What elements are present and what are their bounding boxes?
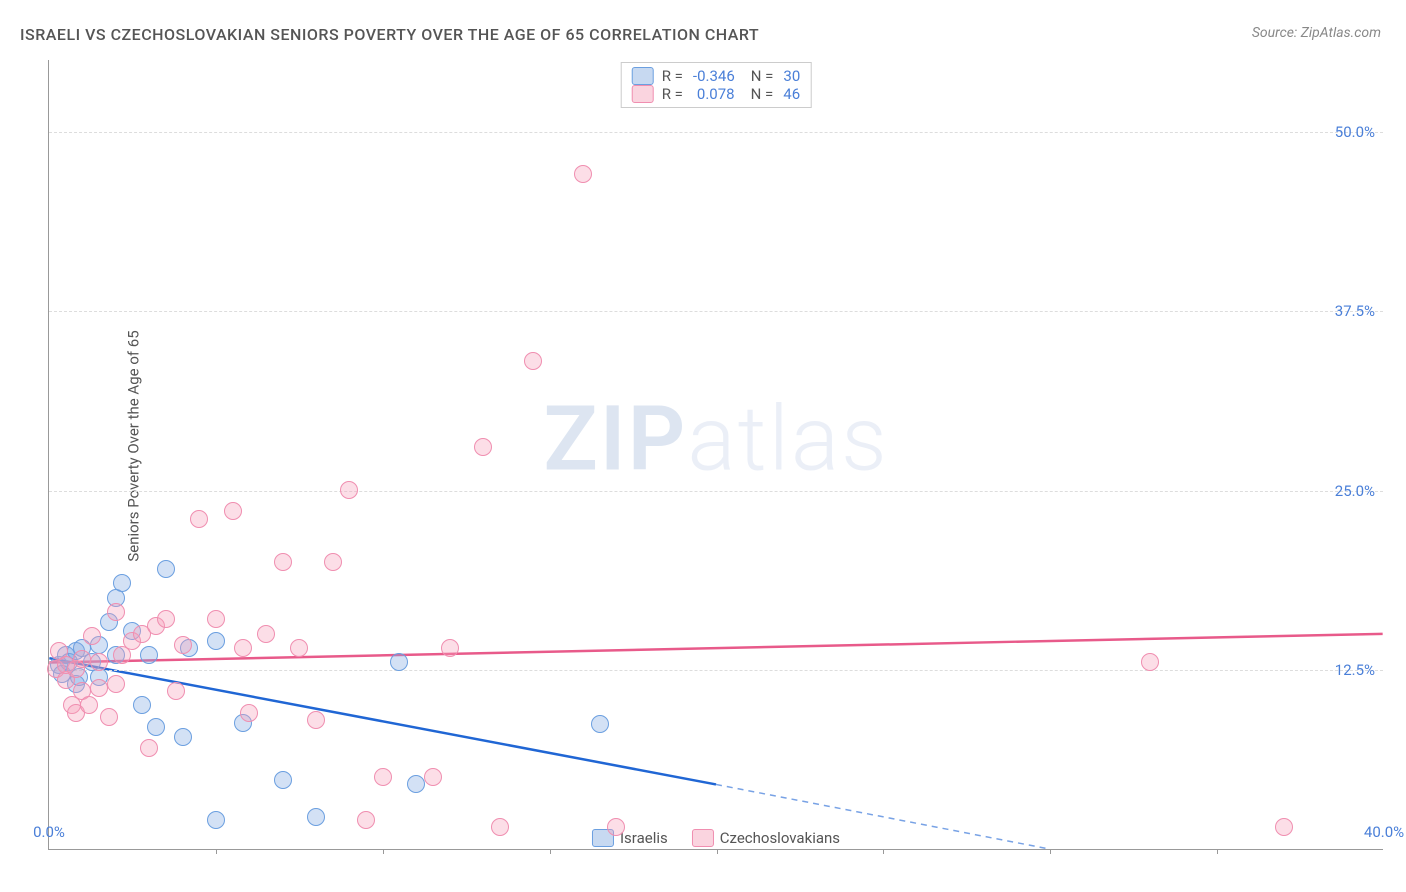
data-point: [441, 639, 459, 657]
data-point: [190, 510, 208, 528]
data-point: [424, 768, 442, 786]
data-point: [100, 708, 118, 726]
data-point: [591, 715, 609, 733]
data-point: [240, 704, 258, 722]
data-point: [407, 775, 425, 793]
data-point: [290, 639, 308, 657]
data-point: [207, 610, 225, 628]
data-point: [274, 771, 292, 789]
data-point: [113, 574, 131, 592]
xtick-mark: [383, 849, 384, 854]
xtick-mark: [1050, 849, 1051, 854]
ytick-label: 37.5%: [1335, 302, 1375, 320]
data-point: [157, 560, 175, 578]
data-point: [574, 165, 592, 183]
data-point: [1141, 653, 1159, 671]
data-point: [324, 553, 342, 571]
gridline: [49, 132, 1383, 133]
chart-title: ISRAELI VS CZECHOSLOVAKIAN SENIORS POVER…: [20, 25, 759, 44]
data-point: [140, 646, 158, 664]
xtick-mark: [717, 849, 718, 854]
data-point: [224, 502, 242, 520]
legend-item-israelis: Israelis: [592, 829, 668, 847]
xtick-mark: [550, 849, 551, 854]
data-point: [257, 625, 275, 643]
swatch-pink-icon: [692, 829, 714, 847]
plot-area: ZIPatlas R = -0.346 N = 30 R = 0.078 N =…: [48, 60, 1383, 850]
data-point: [174, 728, 192, 746]
data-point: [274, 553, 292, 571]
correlation-legend: R = -0.346 N = 30 R = 0.078 N = 46: [621, 62, 812, 108]
xtick-mark: [883, 849, 884, 854]
gridline: [49, 491, 1383, 492]
gridline: [49, 311, 1383, 312]
data-point: [167, 682, 185, 700]
data-point: [357, 811, 375, 829]
legend-item-czechs: Czechoslovakians: [692, 829, 840, 847]
data-point: [524, 352, 542, 370]
data-point: [374, 768, 392, 786]
data-point: [107, 603, 125, 621]
data-point: [340, 481, 358, 499]
data-point: [491, 818, 509, 836]
data-point: [207, 811, 225, 829]
ytick-label: 12.5%: [1335, 661, 1375, 679]
data-point: [234, 639, 252, 657]
data-point: [90, 679, 108, 697]
data-point: [307, 808, 325, 826]
data-point: [83, 627, 101, 645]
ytick-label: 50.0%: [1335, 123, 1375, 141]
data-point: [474, 438, 492, 456]
source-attribution: Source: ZipAtlas.com: [1252, 25, 1381, 41]
data-point: [207, 632, 225, 650]
xtick-mark: [216, 849, 217, 854]
ytick-label: 25.0%: [1335, 482, 1375, 500]
data-point: [73, 650, 91, 668]
data-point: [147, 718, 165, 736]
chart-container: ISRAELI VS CZECHOSLOVAKIAN SENIORS POVER…: [0, 0, 1406, 892]
gridline: [49, 670, 1383, 671]
xtick-label: 0.0%: [33, 823, 65, 841]
data-point: [607, 818, 625, 836]
data-point: [390, 653, 408, 671]
data-point: [307, 711, 325, 729]
watermark: ZIPatlas: [543, 386, 888, 491]
data-point: [107, 675, 125, 693]
xtick-label: 40.0%: [1364, 823, 1404, 841]
data-point: [90, 653, 108, 671]
data-point: [133, 696, 151, 714]
swatch-pink: [632, 85, 654, 103]
data-point: [157, 610, 175, 628]
data-point: [80, 696, 98, 714]
legend-row-israelis: R = -0.346 N = 30: [632, 67, 801, 85]
legend-row-czechs: R = 0.078 N = 46: [632, 85, 801, 103]
xtick-mark: [1217, 849, 1218, 854]
swatch-blue: [632, 67, 654, 85]
data-point: [140, 739, 158, 757]
data-point: [1275, 818, 1293, 836]
data-point: [174, 636, 192, 654]
series-legend: Israelis Czechoslovakians: [592, 829, 840, 847]
trend-lines-svg: [49, 60, 1383, 849]
